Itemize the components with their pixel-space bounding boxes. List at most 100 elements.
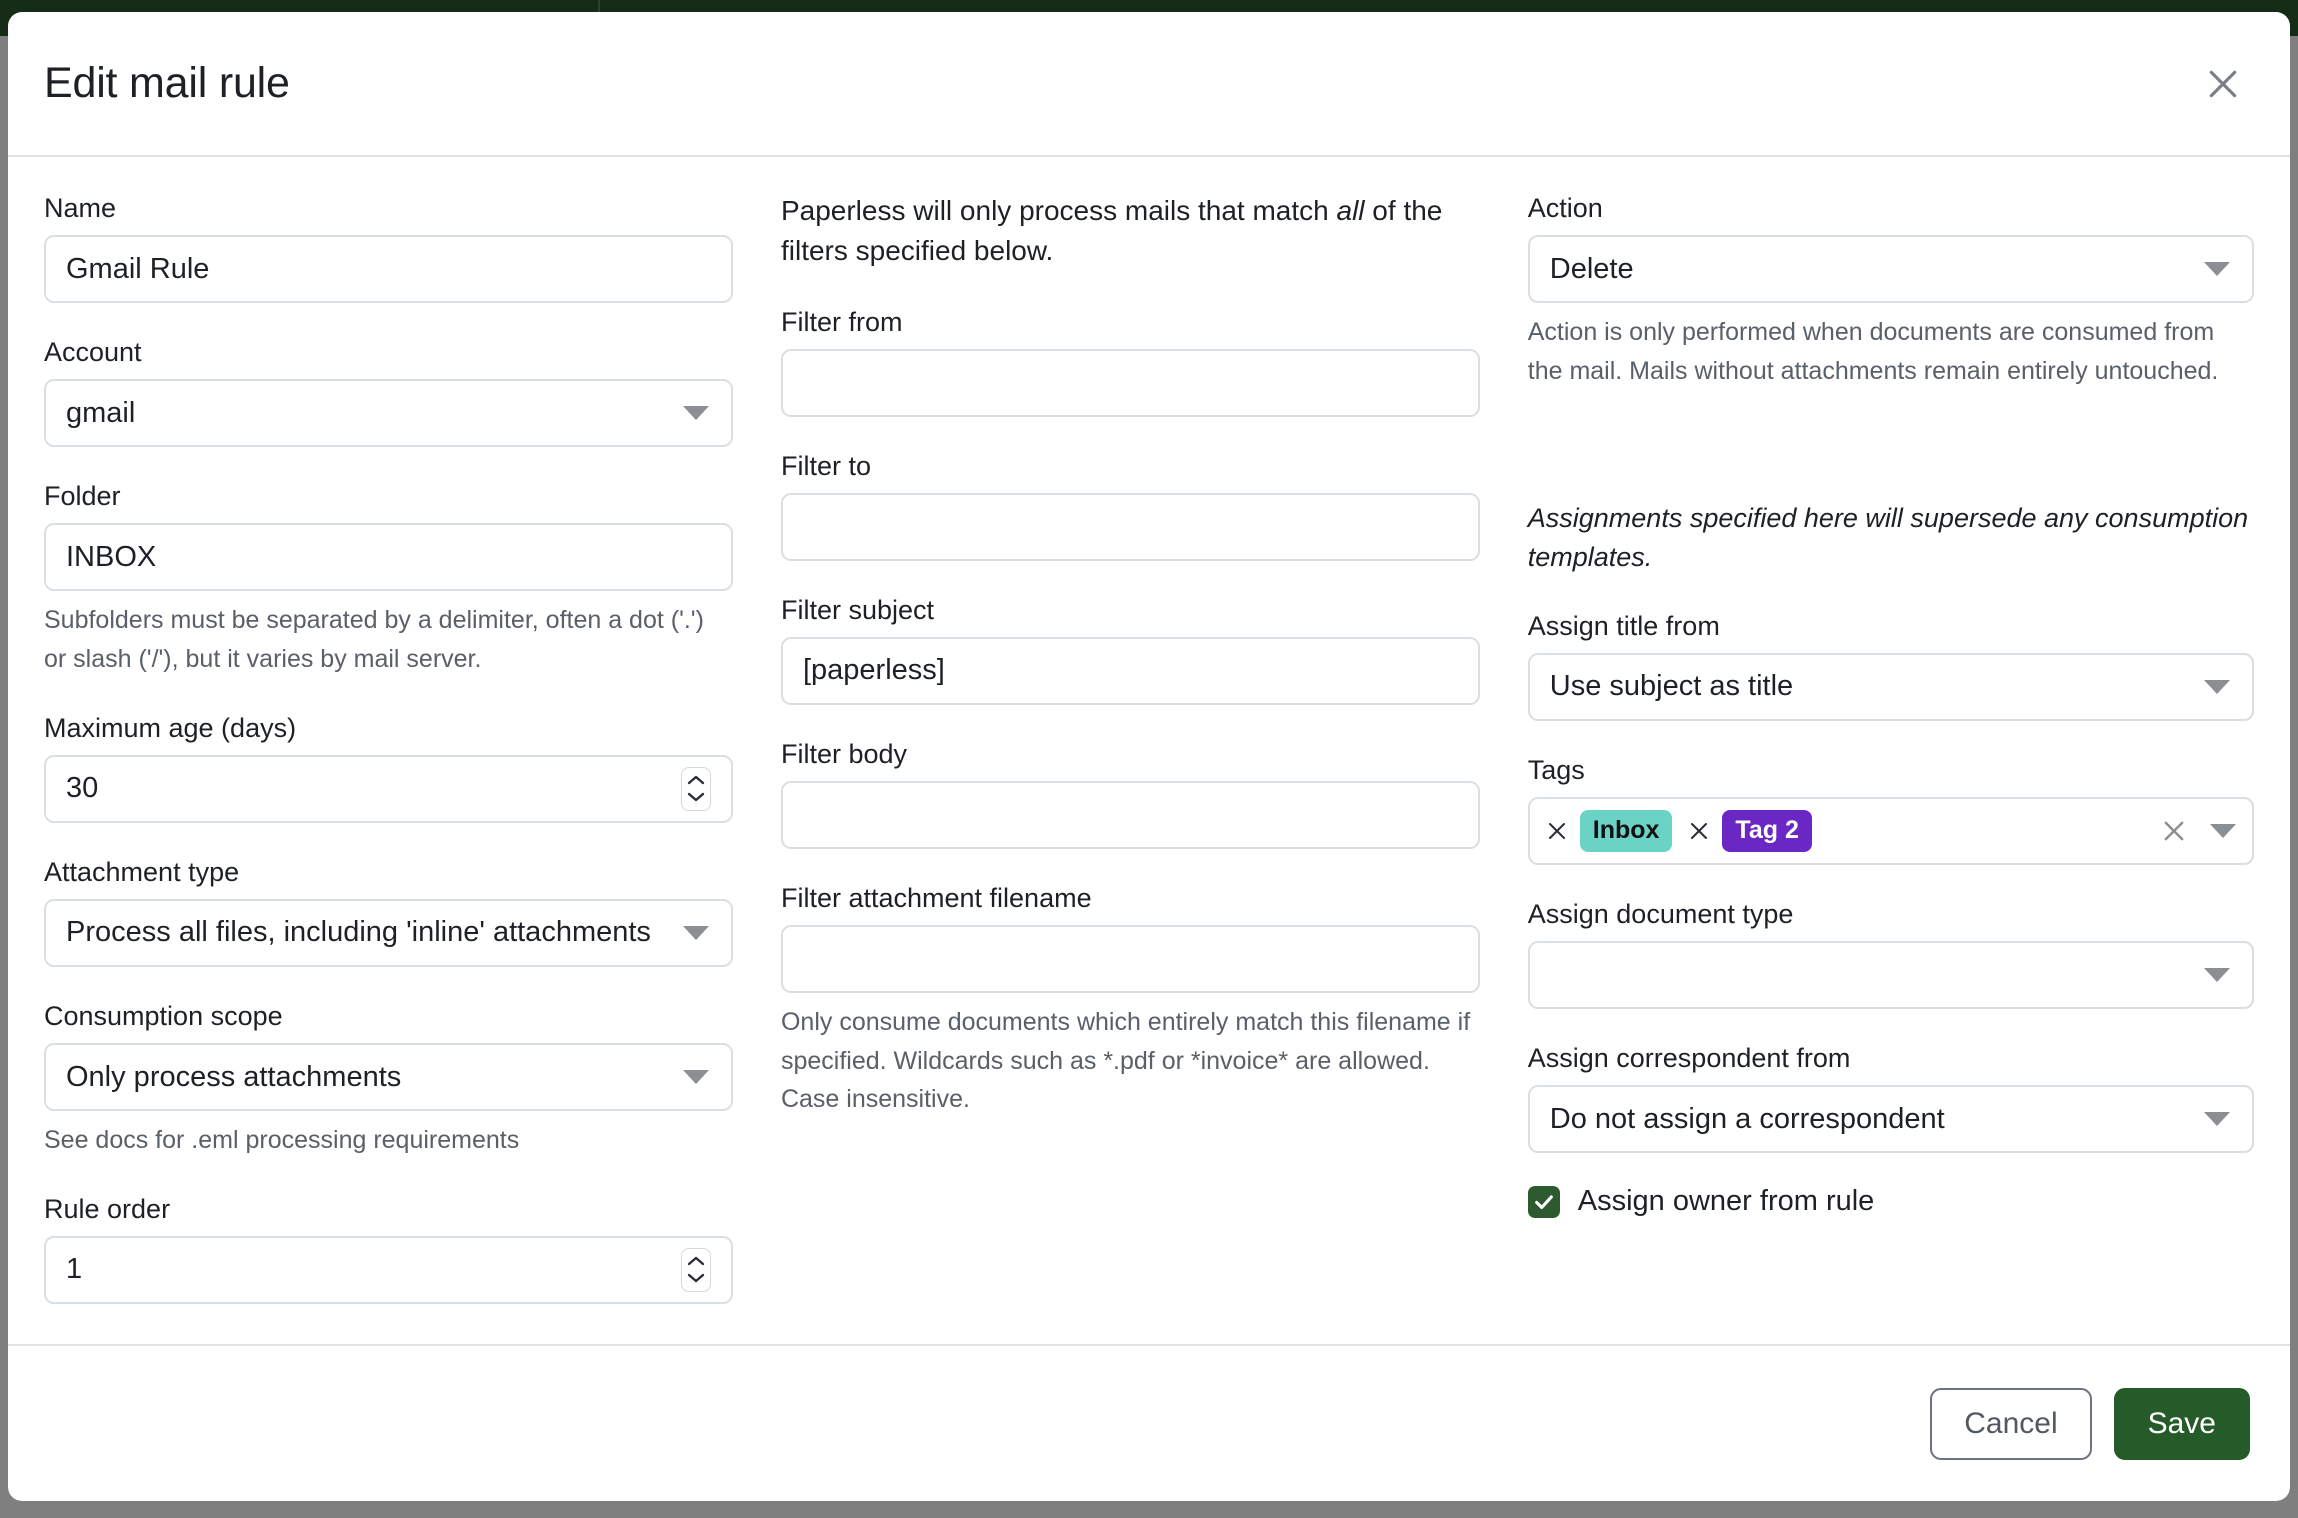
assign-owner-label: Assign owner from rule <box>1577 1185 1875 1218</box>
action-value: Delete <box>1549 252 1634 285</box>
chevron-down-icon <box>682 925 709 940</box>
field-consumption-scope: Consumption scope Only process attachmen… <box>44 999 733 1160</box>
filter-to-input[interactable] <box>780 492 1480 561</box>
attachment-type-value: Process all files, including 'inline' at… <box>66 916 651 949</box>
filter-from-input[interactable] <box>780 348 1480 417</box>
chevron-down-icon <box>682 406 709 421</box>
folder-label: Folder <box>44 481 121 512</box>
field-assign-correspondent-from: Assign correspondent from Do not assign … <box>1527 1041 2255 1154</box>
tags-label: Tags <box>1527 754 1585 785</box>
action-select[interactable]: Delete <box>1527 235 2255 304</box>
chevron-down-icon <box>2204 968 2231 983</box>
cancel-button[interactable]: Cancel <box>1930 1387 2092 1460</box>
field-assign-document-type: Assign document type <box>1527 897 2255 1010</box>
filters-intro-before: Paperless will only process mails that m… <box>780 195 1337 226</box>
assign-document-type-label: Assign document type <box>1527 899 1794 930</box>
maximum-age-stepper[interactable] <box>680 766 711 811</box>
rule-order-input[interactable]: 1 <box>44 1235 733 1304</box>
field-filter-to: Filter to <box>780 449 1480 561</box>
field-filter-subject: Filter subject [paperless] <box>780 593 1480 705</box>
assign-correspondent-from-value: Do not assign a correspondent <box>1549 1102 1945 1135</box>
filter-body-label: Filter body <box>780 738 908 769</box>
filter-attachment-filename-input[interactable] <box>780 924 1480 993</box>
dialog-body: Name Gmail Rule Account gmail Folder INB… <box>8 157 2290 1346</box>
filters-intro-emphasis: all <box>1336 195 1365 226</box>
assignments-note: Assignments specified here will supersed… <box>1527 502 2249 572</box>
action-helper-text: Action is only performed when documents … <box>1527 318 2219 385</box>
filter-from-label: Filter from <box>780 306 903 337</box>
consumption-scope-value: Only process attachments <box>66 1060 402 1093</box>
account-label: Account <box>44 337 142 368</box>
dialog-title: Edit mail rule <box>44 59 290 107</box>
chevron-down-icon[interactable] <box>2210 824 2237 839</box>
field-filter-from: Filter from <box>780 305 1480 417</box>
field-assign-owner-from-rule[interactable]: Assign owner from rule <box>1527 1185 2254 1218</box>
filter-body-input[interactable] <box>780 780 1480 849</box>
field-assign-title-from: Assign title from Use subject as title <box>1527 609 2255 721</box>
filter-subject-label: Filter subject <box>780 594 935 625</box>
clear-icon[interactable] <box>2160 817 2188 845</box>
attachment-type-select[interactable]: Process all files, including 'inline' at… <box>44 898 733 967</box>
edit-mail-rule-dialog: Edit mail rule Name Gmail Rule Account g… <box>8 12 2290 1501</box>
action-label: Action <box>1527 193 1603 223</box>
filter-subject-input[interactable]: [paperless] <box>780 636 1480 705</box>
name-label: Name <box>44 193 117 223</box>
folder-input[interactable]: INBOX <box>44 523 733 592</box>
field-filter-body: Filter body <box>780 737 1480 849</box>
chevron-down-icon <box>2204 262 2231 277</box>
tag-chip-inbox[interactable]: Inbox <box>1579 809 1673 853</box>
rule-order-value: 1 <box>66 1253 83 1286</box>
maximum-age-input[interactable]: 30 <box>44 754 733 823</box>
field-name: Name Gmail Rule <box>44 191 733 304</box>
assign-correspondent-from-label: Assign correspondent from <box>1527 1043 1851 1074</box>
chevron-up-icon <box>687 776 705 785</box>
attachment-type-label: Attachment type <box>44 856 240 887</box>
dialog-footer: Cancel Save <box>8 1346 2290 1501</box>
check-icon <box>1534 1195 1553 1209</box>
folder-helper-text: Subfolders must be separated by a delimi… <box>44 606 704 674</box>
assign-title-from-label: Assign title from <box>1527 610 1720 641</box>
field-folder: Folder INBOX Subfolders must be separate… <box>44 479 733 679</box>
consumption-scope-helper-text: See docs for .eml processing requirement… <box>44 1126 520 1155</box>
tag-remove-icon[interactable] <box>1686 818 1712 844</box>
account-value: gmail <box>66 396 136 429</box>
tag-remove-icon[interactable] <box>1544 818 1570 844</box>
field-rule-order: Rule order 1 <box>44 1192 733 1304</box>
filters-intro-text: Paperless will only process mails that m… <box>781 191 1480 271</box>
assign-document-type-select[interactable] <box>1527 941 2255 1010</box>
chevron-down-icon <box>687 793 705 802</box>
dialog-header: Edit mail rule <box>8 12 2290 157</box>
assign-title-from-value: Use subject as title <box>1549 670 1794 703</box>
maximum-age-value: 30 <box>66 772 99 805</box>
column-left: Name Gmail Rule Account gmail Folder INB… <box>44 191 781 1334</box>
filter-attachment-filename-label: Filter attachment filename <box>780 882 1092 913</box>
maximum-age-label: Maximum age (days) <box>44 712 297 743</box>
chevron-down-icon <box>2204 1112 2231 1127</box>
consumption-scope-select[interactable]: Only process attachments <box>44 1043 733 1112</box>
rule-order-stepper[interactable] <box>680 1247 711 1292</box>
column-middle: Paperless will only process mails that m… <box>780 191 1528 1334</box>
assign-title-from-select[interactable]: Use subject as title <box>1527 652 2255 721</box>
chevron-up-icon <box>687 1257 705 1266</box>
field-tags: Tags Inbox Tag 2 <box>1527 753 2255 866</box>
chevron-down-icon <box>687 1274 705 1283</box>
chevron-down-icon <box>682 1070 709 1085</box>
consumption-scope-label: Consumption scope <box>44 1000 283 1031</box>
account-select[interactable]: gmail <box>44 379 733 448</box>
name-input[interactable]: Gmail Rule <box>44 235 733 304</box>
save-button[interactable]: Save <box>2113 1387 2250 1460</box>
tag-item: Tag 2 <box>1686 809 1812 853</box>
tag-item: Inbox <box>1544 809 1673 853</box>
field-account: Account gmail <box>44 335 733 448</box>
close-icon[interactable] <box>2190 51 2256 117</box>
column-right: Action Delete Action is only performed w… <box>1527 191 2255 1334</box>
filters-intro-after: of the filters specified below. <box>780 195 1443 266</box>
tags-multiselect[interactable]: Inbox Tag 2 <box>1527 797 2255 866</box>
assign-owner-checkbox[interactable] <box>1527 1185 1560 1218</box>
field-action: Action Delete Action is only performed w… <box>1527 191 2255 391</box>
tag-chip-tag-2[interactable]: Tag 2 <box>1722 809 1812 853</box>
filter-to-label: Filter to <box>780 450 871 481</box>
rule-order-label: Rule order <box>44 1193 171 1224</box>
chevron-down-icon <box>2204 679 2231 694</box>
assign-correspondent-from-select[interactable]: Do not assign a correspondent <box>1527 1085 2255 1154</box>
